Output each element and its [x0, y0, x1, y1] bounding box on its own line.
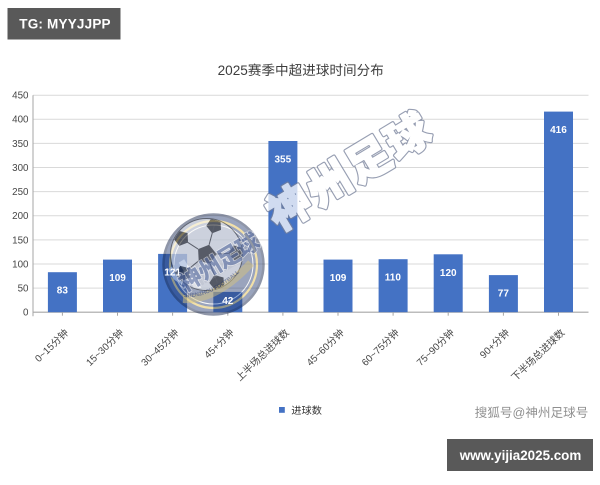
svg-text:416: 416: [550, 125, 567, 136]
svg-text:77: 77: [498, 289, 510, 300]
svg-text:120: 120: [440, 268, 457, 279]
svg-text:83: 83: [57, 286, 69, 297]
svg-text:200: 200: [12, 211, 29, 222]
svg-text:150: 150: [12, 235, 29, 246]
svg-text:400: 400: [12, 115, 29, 126]
svg-text:250: 250: [12, 187, 29, 198]
svg-text:110: 110: [385, 273, 402, 284]
svg-text:www.yijia2025.com: www.yijia2025.com: [459, 448, 582, 463]
svg-text:100: 100: [12, 259, 29, 270]
svg-text:0: 0: [23, 308, 29, 319]
svg-text:TG: MYYJJPP: TG: MYYJJPP: [19, 17, 110, 32]
svg-text:2025: 2025: [218, 63, 248, 78]
svg-text:355: 355: [275, 155, 292, 166]
svg-text:@: @: [513, 406, 526, 420]
svg-text:450: 450: [12, 91, 29, 102]
svg-text:350: 350: [12, 139, 29, 150]
svg-text:50: 50: [18, 284, 29, 295]
svg-text:109: 109: [109, 273, 126, 284]
svg-text:300: 300: [12, 163, 29, 174]
svg-text:121: 121: [164, 267, 181, 278]
svg-text:42: 42: [222, 296, 234, 307]
svg-text:109: 109: [330, 273, 347, 284]
